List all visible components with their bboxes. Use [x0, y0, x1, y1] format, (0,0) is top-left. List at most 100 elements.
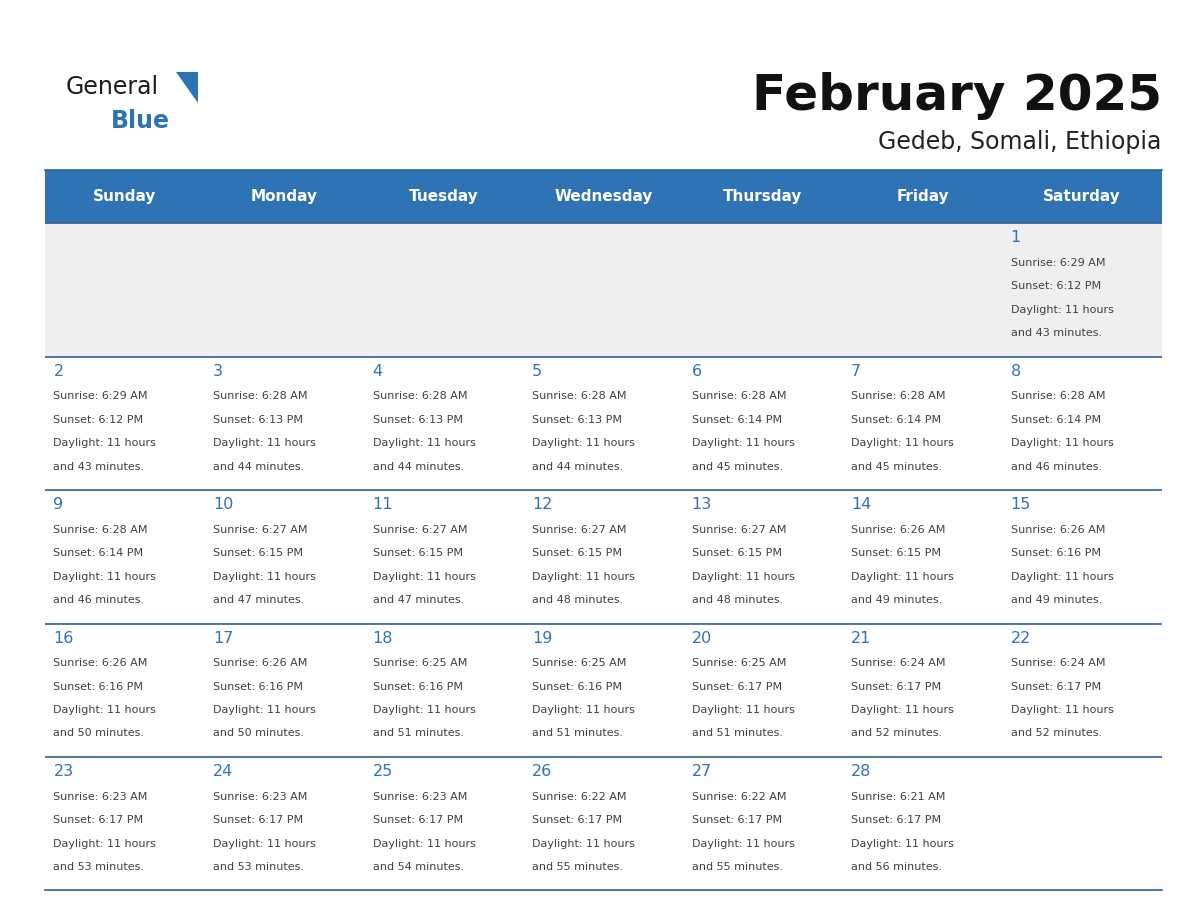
Text: Monday: Monday: [251, 189, 318, 204]
Text: Sunset: 6:13 PM: Sunset: 6:13 PM: [373, 415, 462, 425]
Text: Saturday: Saturday: [1043, 189, 1121, 204]
Text: Sunset: 6:15 PM: Sunset: 6:15 PM: [532, 548, 623, 558]
Bar: [204, 623, 365, 757]
Text: 19: 19: [532, 631, 552, 646]
Text: Sunset: 6:12 PM: Sunset: 6:12 PM: [1011, 281, 1101, 291]
Bar: [45, 356, 204, 490]
Bar: [683, 490, 842, 623]
Bar: [45, 223, 204, 356]
Text: Sunset: 6:17 PM: Sunset: 6:17 PM: [691, 815, 782, 825]
Text: Sunset: 6:13 PM: Sunset: 6:13 PM: [213, 415, 303, 425]
Text: 16: 16: [53, 631, 74, 646]
Text: Sunset: 6:16 PM: Sunset: 6:16 PM: [53, 682, 144, 692]
Text: Daylight: 11 hours: Daylight: 11 hours: [1011, 705, 1113, 715]
Text: and 52 minutes.: and 52 minutes.: [1011, 729, 1101, 738]
Bar: [1003, 490, 1162, 623]
Text: 22: 22: [1011, 631, 1031, 646]
Text: and 53 minutes.: and 53 minutes.: [213, 862, 304, 872]
Text: 18: 18: [373, 631, 393, 646]
Text: Daylight: 11 hours: Daylight: 11 hours: [1011, 572, 1113, 582]
Text: Sunrise: 6:26 AM: Sunrise: 6:26 AM: [213, 658, 308, 668]
Text: 3: 3: [213, 364, 223, 379]
Text: 12: 12: [532, 498, 552, 512]
Text: and 45 minutes.: and 45 minutes.: [691, 462, 783, 472]
Text: Sunrise: 6:28 AM: Sunrise: 6:28 AM: [851, 391, 946, 401]
Text: and 48 minutes.: and 48 minutes.: [532, 595, 624, 605]
Bar: [1003, 623, 1162, 757]
Bar: [524, 490, 683, 623]
Text: and 46 minutes.: and 46 minutes.: [1011, 462, 1101, 472]
Text: Daylight: 11 hours: Daylight: 11 hours: [691, 572, 795, 582]
Text: Sunrise: 6:22 AM: Sunrise: 6:22 AM: [691, 792, 786, 801]
Text: and 55 minutes.: and 55 minutes.: [691, 862, 783, 872]
Text: and 47 minutes.: and 47 minutes.: [373, 595, 463, 605]
Text: 20: 20: [691, 631, 712, 646]
Bar: [204, 757, 365, 890]
Text: Thursday: Thursday: [723, 189, 803, 204]
Bar: [365, 623, 524, 757]
Text: and 45 minutes.: and 45 minutes.: [851, 462, 942, 472]
Text: February 2025: February 2025: [752, 73, 1162, 120]
Text: Daylight: 11 hours: Daylight: 11 hours: [851, 838, 954, 848]
Text: Sunset: 6:14 PM: Sunset: 6:14 PM: [851, 415, 941, 425]
Text: Daylight: 11 hours: Daylight: 11 hours: [691, 705, 795, 715]
Text: Sunrise: 6:28 AM: Sunrise: 6:28 AM: [691, 391, 786, 401]
Text: Friday: Friday: [896, 189, 949, 204]
Bar: [1003, 356, 1162, 490]
Text: 13: 13: [691, 498, 712, 512]
Bar: [365, 490, 524, 623]
Text: Daylight: 11 hours: Daylight: 11 hours: [373, 438, 475, 448]
Text: and 51 minutes.: and 51 minutes.: [691, 729, 783, 738]
Text: 15: 15: [1011, 498, 1031, 512]
Bar: [365, 757, 524, 890]
Text: and 54 minutes.: and 54 minutes.: [373, 862, 463, 872]
Text: Sunrise: 6:23 AM: Sunrise: 6:23 AM: [53, 792, 147, 801]
Bar: [1003, 170, 1162, 223]
Text: and 46 minutes.: and 46 minutes.: [53, 595, 145, 605]
Text: Daylight: 11 hours: Daylight: 11 hours: [53, 438, 157, 448]
Text: Sunrise: 6:28 AM: Sunrise: 6:28 AM: [1011, 391, 1105, 401]
Text: Sunrise: 6:28 AM: Sunrise: 6:28 AM: [373, 391, 467, 401]
Text: 26: 26: [532, 765, 552, 779]
Text: and 53 minutes.: and 53 minutes.: [53, 862, 145, 872]
Text: Daylight: 11 hours: Daylight: 11 hours: [373, 705, 475, 715]
Text: Sunset: 6:16 PM: Sunset: 6:16 PM: [213, 682, 303, 692]
Bar: [45, 490, 204, 623]
Text: Daylight: 11 hours: Daylight: 11 hours: [532, 838, 634, 848]
Text: Daylight: 11 hours: Daylight: 11 hours: [213, 572, 316, 582]
Text: Sunset: 6:13 PM: Sunset: 6:13 PM: [532, 415, 623, 425]
Text: Daylight: 11 hours: Daylight: 11 hours: [53, 705, 157, 715]
Text: Sunset: 6:15 PM: Sunset: 6:15 PM: [213, 548, 303, 558]
Text: Sunrise: 6:27 AM: Sunrise: 6:27 AM: [691, 525, 786, 535]
Text: 10: 10: [213, 498, 233, 512]
Text: Sunrise: 6:26 AM: Sunrise: 6:26 AM: [53, 658, 147, 668]
Text: Daylight: 11 hours: Daylight: 11 hours: [213, 838, 316, 848]
Text: 25: 25: [373, 765, 393, 779]
Text: Sunrise: 6:26 AM: Sunrise: 6:26 AM: [1011, 525, 1105, 535]
Bar: [45, 757, 204, 890]
Text: Blue: Blue: [110, 109, 170, 133]
Text: 8: 8: [1011, 364, 1020, 379]
Bar: [842, 623, 1003, 757]
Text: Sunset: 6:17 PM: Sunset: 6:17 PM: [373, 815, 462, 825]
Text: and 48 minutes.: and 48 minutes.: [691, 595, 783, 605]
Text: Sunset: 6:12 PM: Sunset: 6:12 PM: [53, 415, 144, 425]
Text: Sunset: 6:17 PM: Sunset: 6:17 PM: [213, 815, 303, 825]
Text: 4: 4: [373, 364, 383, 379]
Text: 2: 2: [53, 364, 64, 379]
Text: Sunday: Sunday: [93, 189, 157, 204]
Text: Sunset: 6:14 PM: Sunset: 6:14 PM: [1011, 415, 1101, 425]
Text: 9: 9: [53, 498, 64, 512]
Text: Daylight: 11 hours: Daylight: 11 hours: [213, 438, 316, 448]
Text: Sunset: 6:17 PM: Sunset: 6:17 PM: [532, 815, 623, 825]
Text: Sunset: 6:17 PM: Sunset: 6:17 PM: [691, 682, 782, 692]
Text: 24: 24: [213, 765, 233, 779]
Bar: [45, 170, 204, 223]
Text: and 51 minutes.: and 51 minutes.: [373, 729, 463, 738]
Bar: [842, 170, 1003, 223]
Bar: [204, 170, 365, 223]
Text: Gedeb, Somali, Ethiopia: Gedeb, Somali, Ethiopia: [878, 130, 1162, 154]
Text: Sunset: 6:17 PM: Sunset: 6:17 PM: [53, 815, 144, 825]
Text: Sunrise: 6:22 AM: Sunrise: 6:22 AM: [532, 792, 626, 801]
Text: Sunrise: 6:28 AM: Sunrise: 6:28 AM: [213, 391, 308, 401]
